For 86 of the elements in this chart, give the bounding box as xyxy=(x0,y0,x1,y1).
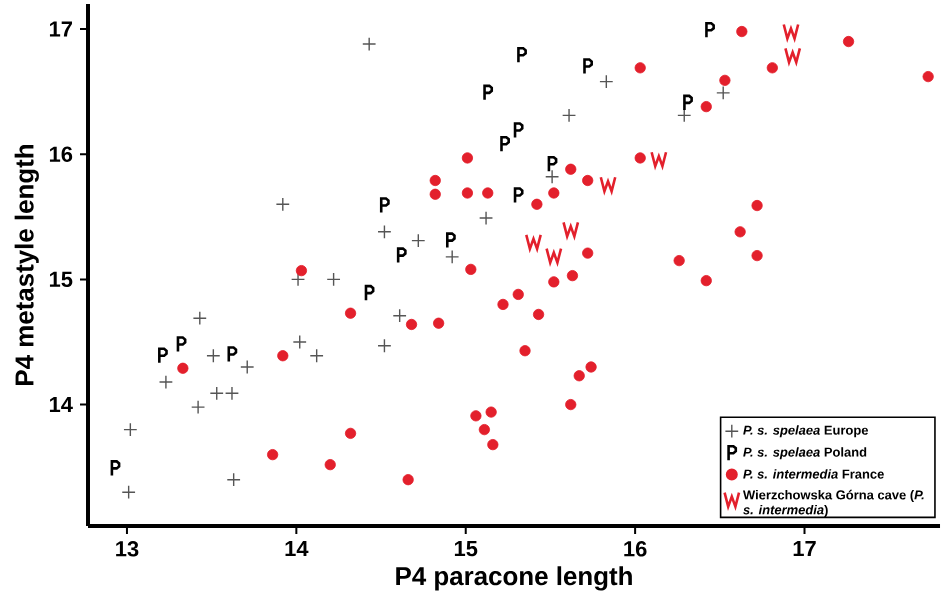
point xyxy=(309,348,324,363)
point xyxy=(485,406,497,418)
y-tick-label: 14 xyxy=(49,397,73,413)
point xyxy=(405,318,418,331)
x-axis-title: P4 paracone length xyxy=(396,566,632,591)
point xyxy=(275,197,290,212)
point xyxy=(585,361,597,373)
point xyxy=(545,169,560,184)
point xyxy=(634,62,646,74)
x-tick-label: 15 xyxy=(454,541,478,557)
point xyxy=(734,226,746,238)
x-tick-label: 14 xyxy=(285,541,309,557)
point xyxy=(751,250,763,262)
point xyxy=(324,459,336,471)
point xyxy=(292,334,307,350)
y-tick-label: 16 xyxy=(49,146,73,162)
point xyxy=(766,62,778,74)
point xyxy=(673,255,685,267)
point xyxy=(433,317,445,329)
point xyxy=(177,362,189,374)
point xyxy=(561,108,577,123)
point xyxy=(531,198,543,210)
point xyxy=(402,474,414,486)
point xyxy=(497,298,509,311)
point xyxy=(470,410,482,422)
point xyxy=(121,485,136,500)
x-tick-label: 13 xyxy=(116,541,139,557)
point xyxy=(377,338,392,353)
point xyxy=(566,270,579,282)
point xyxy=(240,359,255,375)
x-tick-label: 17 xyxy=(793,541,816,557)
point xyxy=(344,427,357,439)
point xyxy=(478,210,494,226)
point xyxy=(736,25,748,38)
point xyxy=(751,199,763,212)
point xyxy=(411,233,426,248)
point xyxy=(224,386,240,401)
point xyxy=(478,424,490,436)
point xyxy=(465,263,477,275)
point xyxy=(842,35,855,48)
point xyxy=(290,272,306,287)
point xyxy=(700,101,712,113)
point xyxy=(573,370,585,382)
point xyxy=(582,174,594,187)
point xyxy=(922,71,934,83)
point xyxy=(429,188,441,200)
point xyxy=(565,163,577,175)
y-axis-title: P4 metastyle length xyxy=(14,144,39,385)
point xyxy=(192,311,207,326)
point xyxy=(565,398,577,411)
point xyxy=(519,345,531,357)
point xyxy=(226,472,241,487)
point xyxy=(158,374,174,390)
point xyxy=(524,233,542,251)
point xyxy=(209,386,224,401)
point xyxy=(277,350,289,362)
point xyxy=(482,187,494,199)
point xyxy=(206,348,221,363)
point xyxy=(512,288,524,301)
point xyxy=(392,308,407,323)
point xyxy=(487,439,499,451)
point xyxy=(295,265,308,277)
point xyxy=(326,272,341,287)
point xyxy=(582,247,594,259)
point xyxy=(716,85,731,100)
point xyxy=(548,187,560,199)
y-tick-label: 17 xyxy=(49,21,72,37)
point xyxy=(362,36,377,52)
point xyxy=(634,152,646,164)
point xyxy=(267,449,279,461)
point xyxy=(532,308,545,321)
point xyxy=(191,399,206,415)
point xyxy=(344,307,357,319)
point xyxy=(445,249,460,264)
point xyxy=(461,152,474,164)
point xyxy=(123,422,138,437)
x-tick-label: 16 xyxy=(624,541,647,557)
point xyxy=(599,74,614,89)
point xyxy=(429,174,441,187)
point xyxy=(461,187,474,199)
point xyxy=(700,275,712,287)
point xyxy=(548,276,560,288)
y-tick-label: 15 xyxy=(49,271,73,288)
point xyxy=(377,224,392,239)
point xyxy=(677,108,692,123)
point xyxy=(719,74,731,86)
